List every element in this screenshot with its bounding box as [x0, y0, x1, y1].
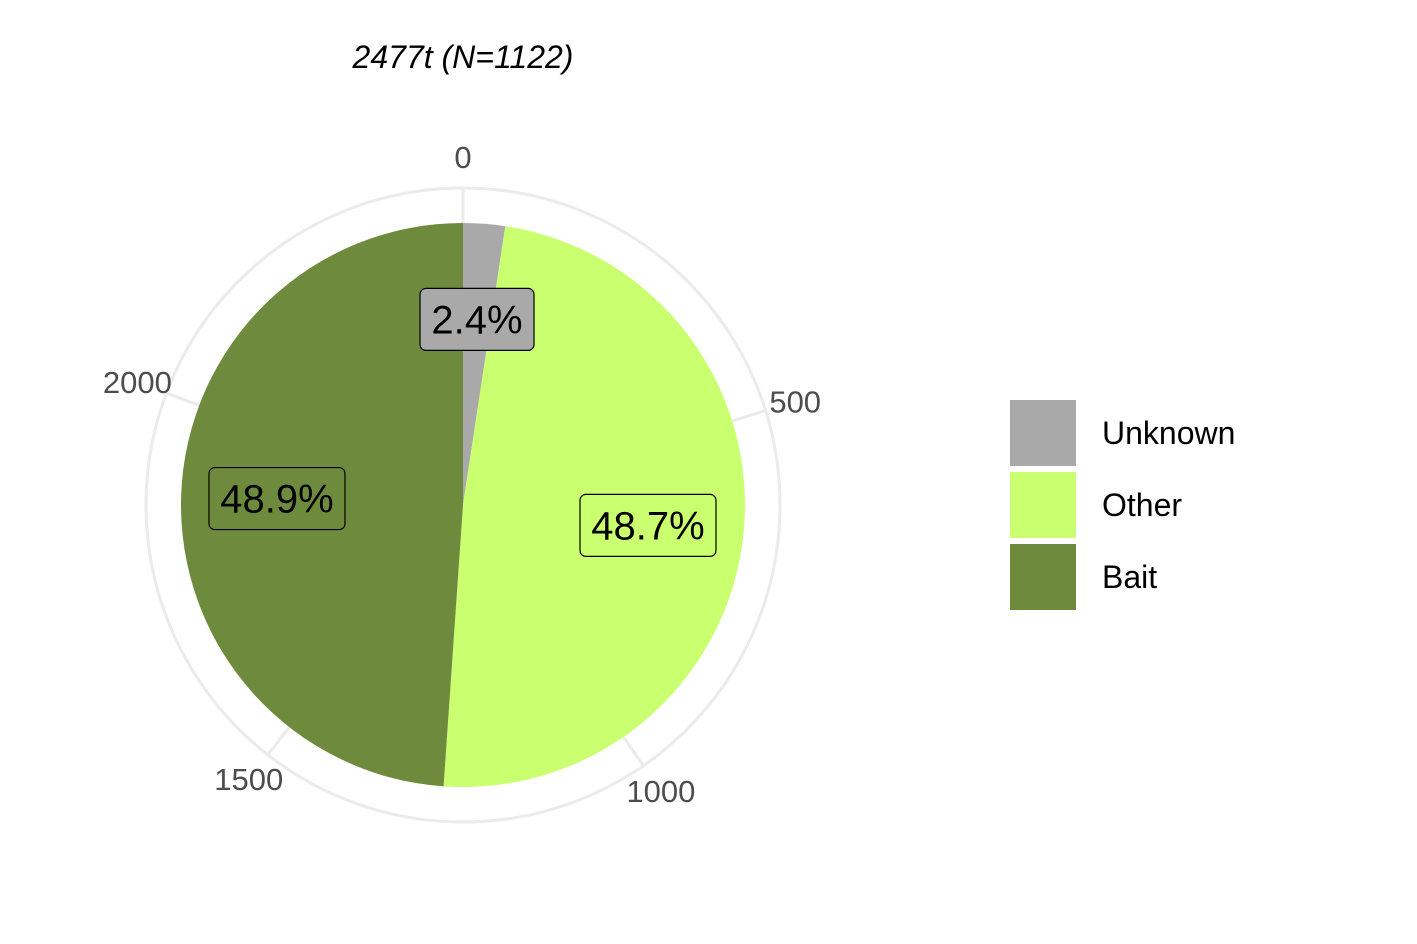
axis-tick-labels: 0 500 1000 1500 2000: [103, 140, 821, 809]
percent-label-text: 48.7%: [591, 504, 704, 548]
legend-key-unknown: [1010, 400, 1076, 466]
tick-label-500: 500: [769, 384, 821, 419]
percent-label-bait: 48.9%: [208, 466, 346, 531]
tick-label-1500: 1500: [214, 762, 283, 797]
grid-spoke-1000: [622, 736, 645, 767]
legend-label-other: Other: [1102, 487, 1182, 523]
percent-label-box: [208, 466, 346, 531]
tick-label-1000: 1000: [626, 774, 695, 809]
percent-label-box: [579, 493, 717, 558]
percent-label-text: 48.9%: [220, 478, 333, 522]
polar-grid: [144, 186, 782, 824]
tick-label-0: 0: [454, 140, 471, 175]
chart-title: 2477t (N=1122): [352, 39, 574, 75]
legend-key-bait: [1010, 544, 1076, 610]
percent-label-box: [419, 287, 535, 352]
grid-spoke-2000: [165, 391, 200, 407]
percent-label-other: 48.7%: [579, 493, 717, 558]
percent-label-text: 2.4%: [431, 298, 522, 342]
legend-label-unknown: Unknown: [1102, 415, 1235, 451]
legend-key-other: [1010, 472, 1076, 538]
legend: Unknown Other Bait: [1010, 400, 1235, 610]
grid-spoke-500: [731, 409, 767, 423]
percent-labels: 2.4% 48.7% 48.9%: [208, 287, 717, 558]
tick-label-2000: 2000: [103, 365, 172, 400]
grid-spoke-1500: [266, 726, 291, 756]
legend-label-bait: Bait: [1102, 559, 1157, 595]
percent-label-unknown: 2.4%: [419, 287, 535, 352]
